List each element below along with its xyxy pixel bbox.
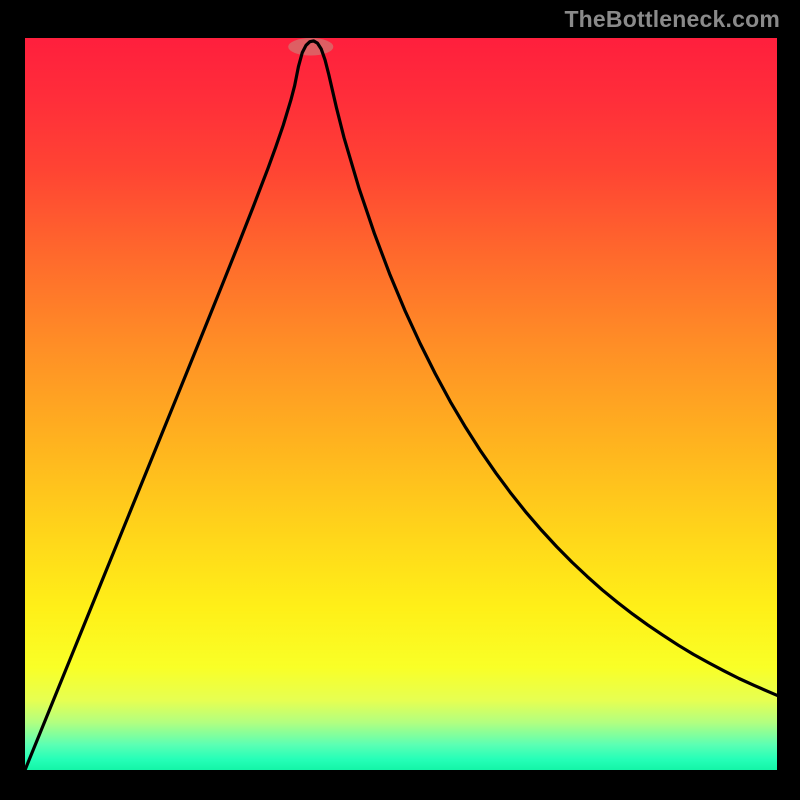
plot-svg <box>25 38 777 770</box>
chart-frame: TheBottleneck.com <box>0 0 800 800</box>
gradient-background <box>25 38 777 770</box>
plot-area <box>25 38 777 770</box>
watermark-label: TheBottleneck.com <box>564 6 780 33</box>
